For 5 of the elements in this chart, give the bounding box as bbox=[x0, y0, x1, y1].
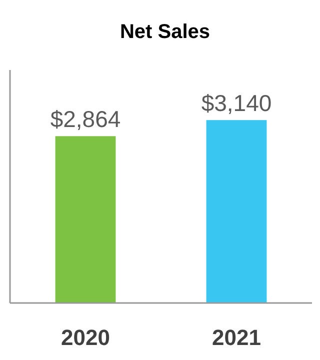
chart-title: Net Sales bbox=[120, 21, 210, 43]
data-label: $3,140 bbox=[201, 90, 272, 116]
x-tick-label: 2020 bbox=[61, 325, 110, 350]
x-tick-label: 2021 bbox=[212, 325, 261, 350]
data-label: $2,864 bbox=[50, 106, 121, 132]
